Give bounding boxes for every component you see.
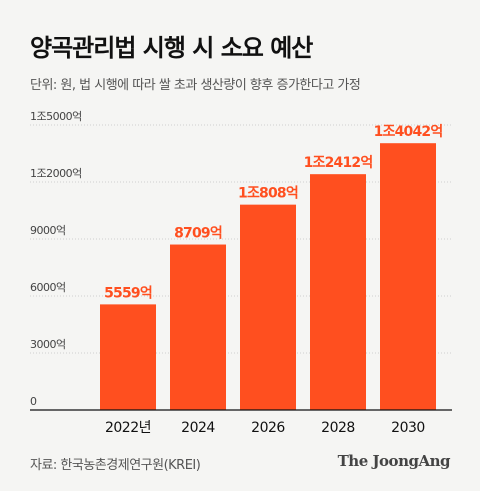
y-tick-label: 1조5000억: [30, 110, 82, 123]
bar: [240, 204, 296, 410]
y-tick-label: 3000억: [30, 338, 66, 351]
data-label: 1조808억: [238, 186, 298, 202]
chart-subtitle: 단위: 원, 법 시행에 따라 쌀 초과 생산량이 향후 증가한다고 가정: [30, 78, 361, 93]
x-tick-label: 2028: [321, 420, 355, 436]
data-label: 1조2412억: [304, 155, 373, 171]
bar: [100, 304, 156, 410]
data-label: 1조4042억: [374, 124, 443, 140]
x-tick-label: 2024: [181, 420, 215, 436]
source-note: 자료: 한국농촌경제연구원(KREI): [30, 458, 201, 473]
y-tick-label: 0: [30, 395, 37, 408]
y-tick-label: 1조2000억: [30, 167, 82, 180]
x-tick-label: 2030: [391, 420, 425, 436]
y-tick-label: 9000억: [30, 224, 66, 237]
x-tick-label: 2022년: [105, 420, 151, 436]
data-label: 5559억: [104, 285, 152, 301]
bar: [310, 174, 366, 410]
brand-logo: The JoongAng: [337, 452, 451, 470]
x-tick-label: 2026: [251, 420, 285, 436]
y-tick-label: 6000억: [30, 281, 66, 294]
data-label: 8709억: [174, 226, 222, 242]
bar: [380, 143, 436, 410]
bar: [170, 244, 226, 410]
chart-title: 양곡관리법 시행 시 소요 예산: [30, 34, 313, 62]
